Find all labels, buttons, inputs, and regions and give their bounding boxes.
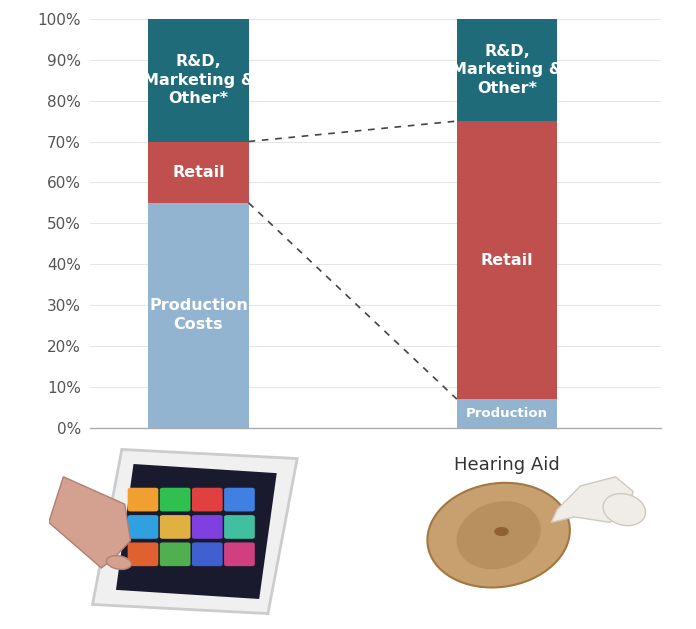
Polygon shape [49, 477, 131, 568]
FancyBboxPatch shape [224, 515, 255, 539]
Bar [148, 203, 248, 428]
Text: Production: Production [466, 407, 548, 420]
FancyBboxPatch shape [127, 487, 159, 511]
Bar [457, 121, 557, 399]
Bar [457, 399, 557, 428]
Polygon shape [116, 464, 277, 599]
Text: Retail: Retail [172, 165, 225, 180]
Ellipse shape [457, 501, 541, 569]
Circle shape [494, 527, 509, 536]
Bar [457, 19, 557, 121]
FancyBboxPatch shape [127, 515, 159, 539]
Bar [148, 142, 248, 203]
FancyBboxPatch shape [192, 515, 223, 539]
Text: iPad: iPad [180, 457, 217, 474]
FancyBboxPatch shape [224, 487, 255, 511]
FancyBboxPatch shape [127, 542, 159, 566]
FancyBboxPatch shape [192, 542, 223, 566]
FancyBboxPatch shape [224, 542, 255, 566]
Text: Retail: Retail [481, 253, 533, 267]
Polygon shape [93, 449, 297, 614]
FancyBboxPatch shape [160, 487, 191, 511]
Ellipse shape [427, 483, 570, 587]
Text: Production
Costs: Production Costs [149, 299, 248, 332]
Bar [148, 19, 248, 142]
Text: R&D,
Marketing &
Other*: R&D, Marketing & Other* [143, 54, 254, 106]
FancyBboxPatch shape [192, 487, 223, 511]
FancyBboxPatch shape [160, 515, 191, 539]
Text: Hearing Aid: Hearing Aid [454, 457, 560, 474]
Ellipse shape [106, 555, 132, 569]
Text: R&D,
Marketing &
Other*: R&D, Marketing & Other* [451, 44, 563, 96]
Ellipse shape [603, 494, 646, 526]
FancyBboxPatch shape [160, 542, 191, 566]
Polygon shape [551, 477, 633, 522]
